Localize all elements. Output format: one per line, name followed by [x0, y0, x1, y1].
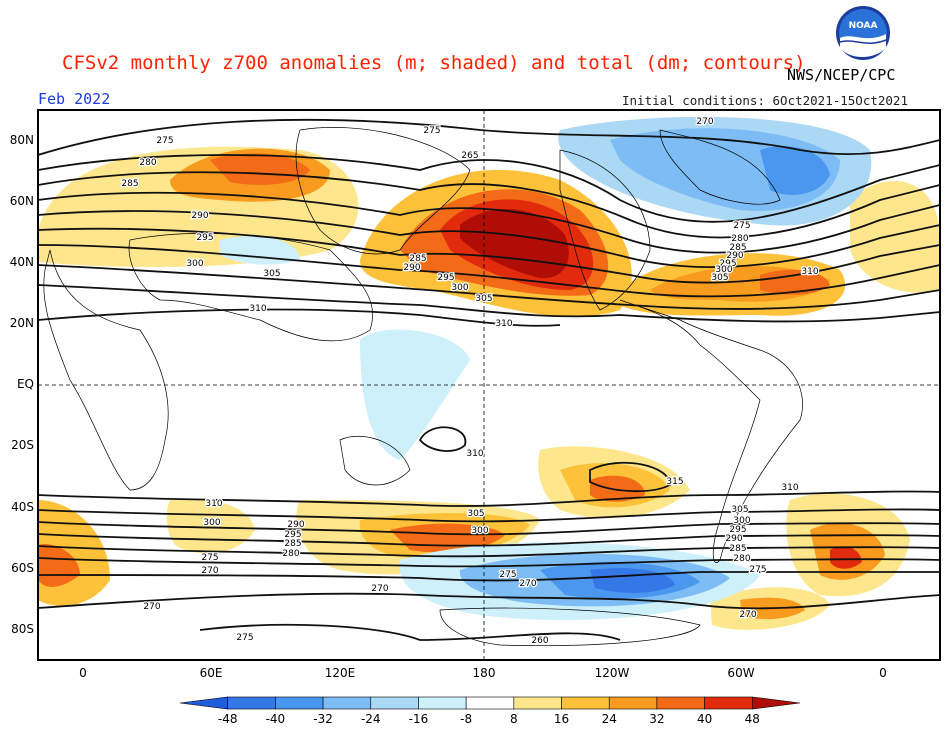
colorbar-swatch [275, 696, 324, 710]
colorbar-tick-label: 8 [510, 712, 518, 726]
figure-title: CFSv2 monthly z700 anomalies (m; shaded)… [62, 52, 806, 74]
height-contours [38, 118, 940, 641]
colorbar-swatch [322, 696, 372, 710]
lat-label: 80S [11, 622, 34, 636]
colorbar-swatch [752, 696, 801, 710]
colorbar-swatch [656, 696, 705, 710]
colorbar-swatch [465, 696, 515, 710]
noaa-logo-icon: NOAA [836, 6, 890, 60]
colorbar-swatch [561, 696, 610, 710]
colorbar-tick-label: 24 [601, 712, 617, 726]
colorbar-tick-label: -16 [408, 712, 429, 726]
lon-label: 0 [879, 666, 887, 680]
lon-label: 120W [594, 666, 630, 680]
coastlines [43, 127, 803, 646]
colorbar-tick-label: 40 [696, 712, 713, 726]
colorbar-swatch [704, 696, 753, 710]
map-frame [37, 109, 941, 661]
colorbar-tick-label: -32 [313, 712, 333, 726]
lat-label: 40N [9, 255, 34, 269]
colorbar-tick-label: -8 [460, 712, 473, 726]
valid-month: Feb 2022 [38, 90, 111, 108]
colorbar-tick-label: 32 [649, 712, 665, 726]
lon-label: 60W [727, 666, 755, 680]
lat-label: EQ [16, 377, 34, 391]
lat-label: 60S [11, 561, 34, 575]
lon-label: 120E [324, 666, 356, 680]
colorbar-swatch [227, 696, 276, 710]
colorbar-tick-label: 48 [744, 712, 760, 726]
colorbar-tick-label: -48 [217, 712, 238, 726]
agency-label: NWS/NCEP/CPC [787, 66, 896, 84]
svg-text:NOAA: NOAA [849, 21, 878, 31]
colorbar-tick-label: -24 [360, 712, 381, 726]
colorbar-swatch [179, 696, 228, 710]
colorbar [179, 696, 801, 710]
lat-label: 60N [9, 194, 34, 208]
lat-label: 80N [9, 133, 34, 147]
lat-label: 40S [11, 500, 34, 514]
reference-lines [38, 110, 940, 660]
colorbar-tick-label: 16 [553, 712, 570, 726]
colorbar-swatch [418, 696, 467, 710]
lat-label: 20S [11, 438, 34, 452]
lon-label: 60E [199, 666, 223, 680]
lon-label: 0 [79, 666, 87, 680]
initial-conditions: Initial conditions: 6Oct2021-15Oct2021 [622, 93, 908, 108]
colorbar-tick-label: -40 [265, 712, 286, 726]
colorbar-swatch [608, 696, 658, 710]
lat-label: 20N [9, 316, 34, 330]
colorbar-swatch [370, 696, 419, 710]
lon-label: 180 [472, 666, 496, 680]
colorbar-swatch [513, 696, 562, 710]
